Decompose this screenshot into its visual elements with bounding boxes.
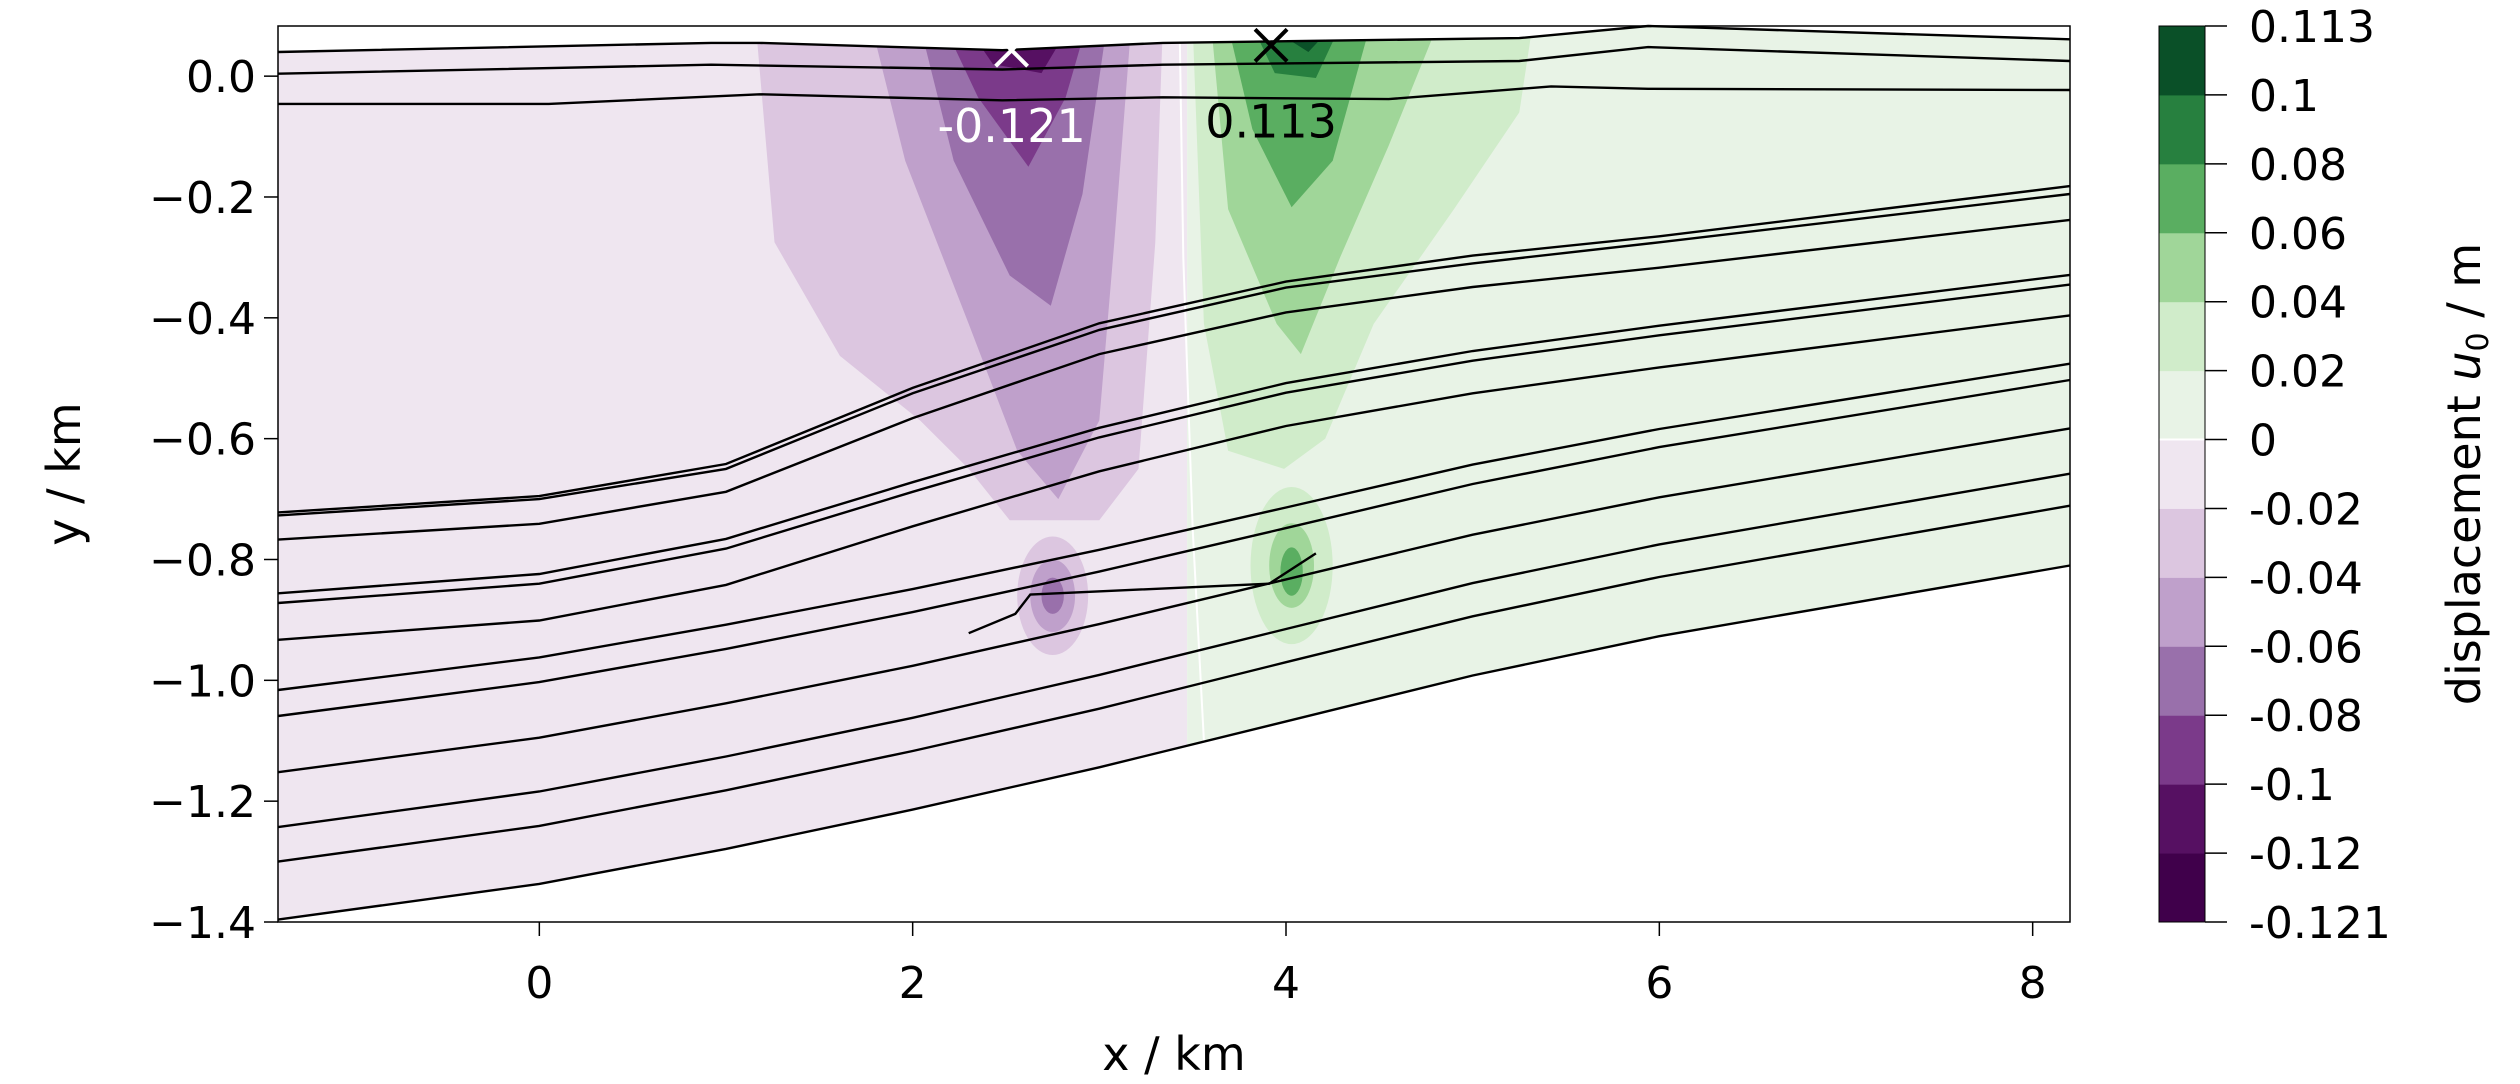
colorbar-bin-1 [2159, 784, 2205, 854]
colorbar-bin-10 [2159, 163, 2205, 234]
y-tick-label-5: −1.0 [149, 656, 256, 707]
x-tick-label-0: 0 [525, 958, 553, 1009]
y-tick-label-1: −0.2 [149, 173, 256, 224]
colorbar: -0.121 -0.12 -0.1 -0.08 -0.06 -0.04 -0.02 0 0.02… [2158, 2, 2391, 949]
layer-line-5 [277, 314, 2071, 641]
zero-contour-line [1178, 26, 1205, 741]
colorbar-tick-label-13: 0.113 [2249, 2, 2375, 53]
colorbar-tick-label-10: 0.06 [2249, 209, 2347, 260]
contour-region-3 [944, 26, 1087, 167]
colorbar-frame [2158, 25, 2206, 923]
colorbar-bin-6 [2159, 439, 2205, 509]
layer-line-3 [277, 273, 2071, 595]
layer-line-9 [277, 472, 2071, 829]
colorbar-bin-7 [2159, 370, 2205, 441]
contour-blob-5 [1280, 547, 1303, 596]
colorbar-tick-label-3: -0.08 [2249, 691, 2363, 742]
layer-line-6 [277, 362, 2071, 692]
colorbar-bin-8 [2159, 301, 2205, 372]
x-tick-label-4: 8 [2019, 958, 2047, 1009]
plot-area: -0.121 0.113 [277, 24, 2071, 921]
layer-line-10 [277, 504, 2071, 863]
colorbar-label-prefix: displacement [2437, 381, 2491, 706]
layer-line-1 [277, 192, 2071, 517]
colorbar-bin-4 [2159, 577, 2205, 647]
colorbar-tick-label-6: -0.02 [2249, 484, 2363, 535]
layer-line-11 [277, 564, 2071, 921]
surface-line-0 [277, 24, 2071, 54]
y-axis-label: y / km [37, 402, 91, 545]
colorbar-tick-label-11: 0.08 [2249, 140, 2347, 191]
x-axis-label: x / km [1102, 1027, 1245, 1080]
contour-blob-2 [1041, 577, 1064, 614]
extremum-marker-0 [994, 32, 1030, 68]
x-tick-label-1: 2 [899, 958, 927, 1009]
y-tick-label-7: −1.4 [149, 898, 256, 949]
extremum-label-1: 0.113 [1205, 94, 1337, 148]
x-tick-label-2: 4 [1272, 958, 1300, 1009]
contour-fills [278, 26, 2070, 920]
colorbar-tick-label-0: -0.121 [2249, 898, 2391, 949]
colorbar-label-suffix: / m [2437, 243, 2491, 333]
colorbar-tick-label-7: 0 [2249, 416, 2277, 467]
layer-line-7 [277, 378, 2071, 718]
fault-line [968, 552, 1317, 635]
colorbar-bin-11 [2159, 94, 2205, 165]
colorbar-tick-label-2: -0.1 [2249, 760, 2335, 811]
colorbar-label-symbol: u [2437, 351, 2491, 380]
colorbar-tick-label-9: 0.04 [2249, 278, 2347, 329]
y-tick-label-0: 0.0 [186, 52, 256, 103]
y-tick-label-3: −0.6 [149, 415, 256, 466]
colorbar-bin-9 [2159, 232, 2205, 303]
layer-line-2 [277, 218, 2071, 541]
colorbar-bin-3 [2159, 646, 2205, 716]
surface-line-2 [278, 85, 2071, 106]
plot-frame [277, 25, 2071, 923]
colorbar-label: displacement u0 / m [2437, 243, 2496, 705]
contour-region-8 [1228, 26, 1370, 208]
colorbar-tick-label-12: 0.1 [2249, 71, 2319, 122]
colorbar-tick-label-8: 0.02 [2249, 347, 2347, 398]
layer-line-4 [277, 283, 2071, 605]
y-tick-label-4: −0.8 [149, 535, 256, 586]
x-tick-label-3: 6 [1645, 958, 1673, 1009]
surface-line-1 [277, 45, 2071, 75]
layer-line-8 [277, 427, 2071, 774]
axes: 0 2 4 6 8 0.0 −0.2 −0.4 −0.6 −0.8 −1.0 −1.2 −1.4 [149, 25, 2071, 1009]
colorbar-bin-5 [2159, 508, 2205, 578]
extremum-marker-1 [1253, 27, 1289, 63]
colorbar-bin-12 [2159, 26, 2205, 96]
colorbar-label-subscript: 0 [2461, 332, 2496, 351]
colorbar-tick-label-1: -0.12 [2249, 829, 2363, 880]
colorbar-bin-0 [2159, 853, 2205, 923]
colorbar-bin-2 [2159, 715, 2205, 785]
colorbar-tick-label-4: -0.06 [2249, 622, 2363, 673]
y-tick-label-6: −1.2 [149, 777, 256, 828]
layer-line-0 [277, 184, 2071, 514]
extremum-label-0: -0.121 [937, 99, 1085, 153]
colorbar-tick-label-5: -0.04 [2249, 553, 2363, 604]
y-tick-label-2: −0.4 [149, 294, 256, 345]
